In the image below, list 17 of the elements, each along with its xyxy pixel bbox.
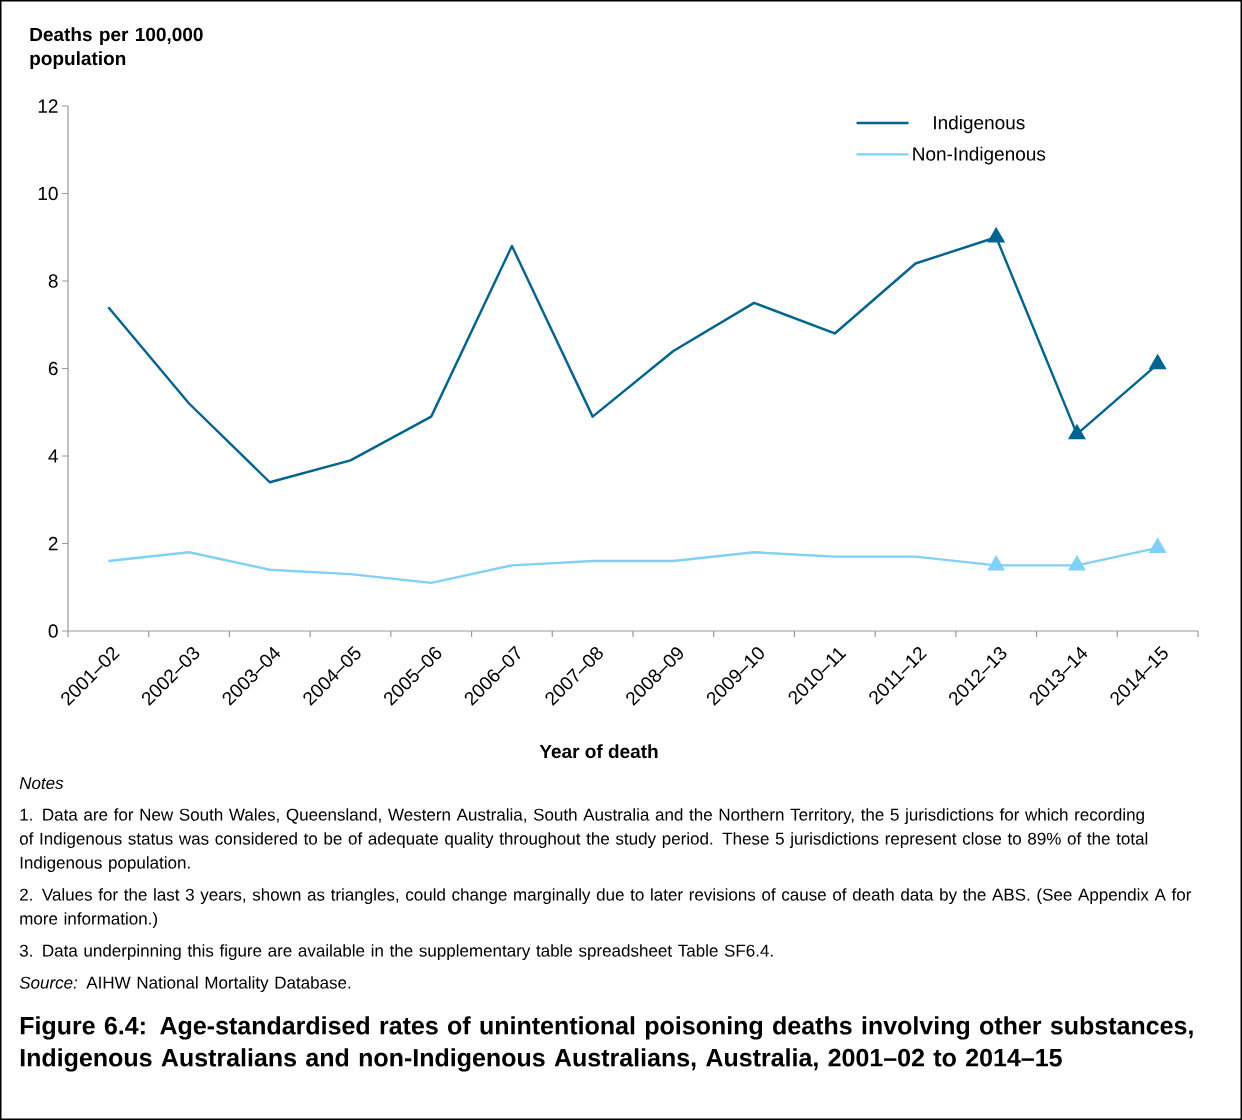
text: 2. Values for the last 3 years, shown as triangles, could change marginally due to later revisions of cause of death data by the ABS. (See Appendix A for more information.)	[20, 888, 1192, 929]
text: 1. Data are for New South Wales, Queensland, Western Australia, South Australia and the Northern Territory, the 5 jurisdictions for which recording of Indigenous status was considered to be of adequate quality throughout the study period. These 5 jurisdictions represent close to 89% of the total Indigenous population.	[19, 808, 1148, 873]
y-tick-label: 2	[48, 536, 58, 551]
y-tick-label: 12	[38, 99, 58, 113]
text: Source: AIHW National Mortality Database.	[19, 976, 351, 993]
y-tick-label: 10	[38, 186, 58, 201]
x-axis-title: Year of death	[539, 744, 658, 759]
y-tick-label: 4	[48, 449, 58, 463]
y-tick-label: 6	[48, 361, 58, 376]
legend-label: Non-Indigenous	[913, 146, 1046, 165]
text: Notes	[19, 777, 64, 790]
y-tick-label: 8	[48, 274, 58, 288]
y-tick-label: 0	[48, 624, 58, 638]
text: 3. Data underpinning this figure are available in the supplementary table spreadsheet Table SF6.4.	[19, 944, 773, 961]
text: Figure 6.4: Age-standardised rates of unintentional poisoning deaths involving other substances, Indigenous Australians and non-Indigenous Australians, Australia, 2001–02 to 2014–15	[20, 1016, 1193, 1072]
y-axis-title: Deaths per 100,000 population	[30, 27, 203, 69]
legend-label: Indigenous	[934, 115, 1025, 134]
